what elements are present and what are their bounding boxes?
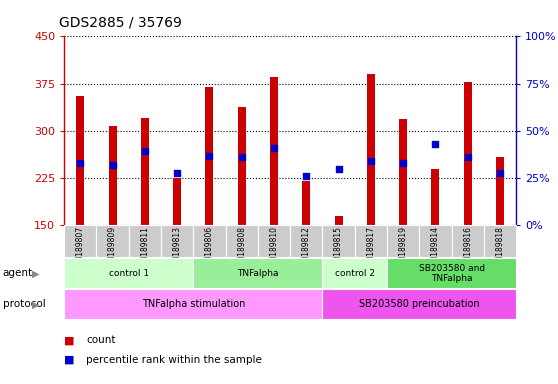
Text: GSM189806: GSM189806 [205, 226, 214, 272]
Point [172, 170, 181, 176]
Point [141, 147, 150, 154]
Point [270, 145, 278, 151]
Bar [129, 225, 161, 257]
Point [108, 162, 117, 168]
Bar [193, 225, 225, 257]
Bar [302, 181, 310, 225]
Bar [109, 126, 117, 225]
Bar [238, 108, 246, 225]
Bar [335, 217, 343, 225]
Point [205, 152, 214, 159]
Point [431, 141, 440, 147]
Text: TNFalpha stimulation: TNFalpha stimulation [142, 299, 245, 309]
Point [237, 154, 246, 160]
Bar [323, 289, 516, 319]
Bar [161, 225, 193, 257]
Text: GSM189812: GSM189812 [302, 226, 311, 272]
Bar [496, 157, 504, 225]
Bar [141, 118, 149, 225]
Text: GSM189815: GSM189815 [334, 226, 343, 272]
Bar [431, 169, 440, 225]
Text: GSM189818: GSM189818 [496, 226, 504, 272]
Text: SB203580 preincubation: SB203580 preincubation [359, 299, 480, 309]
Text: ▶: ▶ [32, 299, 40, 309]
Point [302, 173, 311, 179]
Text: GSM189810: GSM189810 [270, 226, 278, 272]
Bar [193, 258, 323, 288]
Bar [419, 225, 451, 257]
Bar [64, 225, 97, 257]
Text: GSM189808: GSM189808 [237, 226, 246, 272]
Bar [270, 77, 278, 225]
Text: control 2: control 2 [335, 269, 375, 278]
Bar [225, 225, 258, 257]
Bar [173, 178, 181, 225]
Text: GSM189817: GSM189817 [367, 226, 376, 272]
Point [334, 166, 343, 172]
Text: control 1: control 1 [109, 269, 149, 278]
Bar [97, 225, 129, 257]
Text: protocol: protocol [3, 299, 46, 309]
Bar [484, 225, 516, 257]
Text: GSM189809: GSM189809 [108, 226, 117, 272]
Bar [76, 96, 84, 225]
Point [463, 154, 472, 160]
Bar [258, 225, 290, 257]
Text: GSM189813: GSM189813 [172, 226, 182, 272]
Text: GSM189819: GSM189819 [398, 226, 408, 272]
Text: SB203580 and
TNFalpha: SB203580 and TNFalpha [418, 263, 485, 283]
Point [76, 160, 85, 166]
Bar [64, 289, 323, 319]
Text: GSM189816: GSM189816 [463, 226, 472, 272]
Bar [399, 119, 407, 225]
Bar [323, 258, 387, 288]
Text: GSM189811: GSM189811 [141, 226, 150, 272]
Bar [323, 225, 355, 257]
Bar [367, 74, 375, 225]
Point [496, 170, 504, 176]
Bar [64, 258, 193, 288]
Text: TNFalpha: TNFalpha [237, 269, 278, 278]
Text: ■: ■ [64, 335, 75, 346]
Text: GDS2885 / 35769: GDS2885 / 35769 [59, 15, 181, 29]
Bar [290, 225, 323, 257]
Text: ▶: ▶ [32, 268, 40, 278]
Text: GSM189814: GSM189814 [431, 226, 440, 272]
Bar [387, 258, 516, 288]
Text: percentile rank within the sample: percentile rank within the sample [86, 354, 262, 365]
Text: GSM189807: GSM189807 [76, 226, 85, 272]
Bar [205, 87, 214, 225]
Point [367, 157, 376, 164]
Point [398, 160, 407, 166]
Bar [464, 82, 472, 225]
Text: agent: agent [3, 268, 33, 278]
Text: count: count [86, 335, 116, 346]
Text: ■: ■ [64, 354, 75, 365]
Bar [451, 225, 484, 257]
Bar [387, 225, 419, 257]
Bar [355, 225, 387, 257]
